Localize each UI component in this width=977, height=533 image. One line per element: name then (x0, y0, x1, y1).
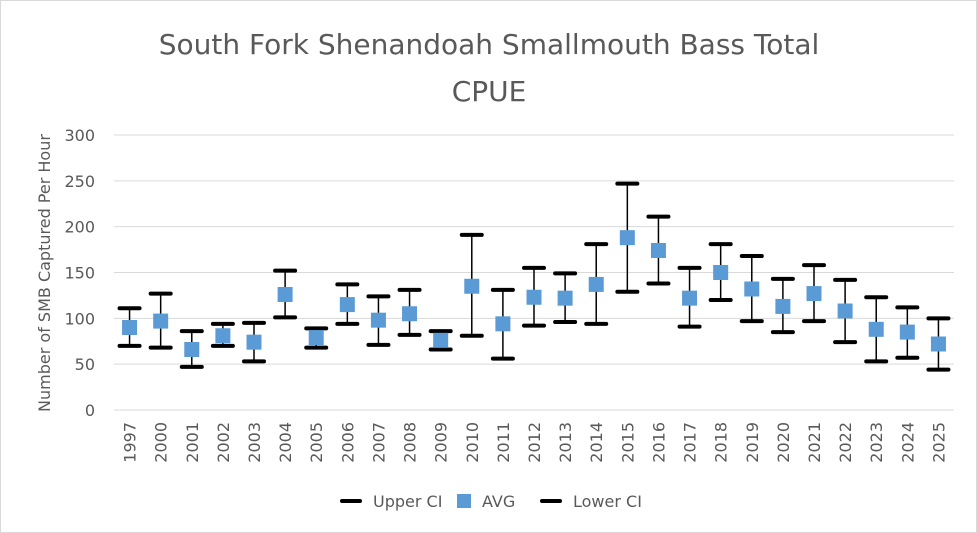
x-tick-label: 2021 (805, 422, 824, 463)
x-tick-label: 2012 (525, 422, 544, 463)
x-tick-label: 2003 (245, 422, 264, 463)
x-tick-label: 2019 (743, 422, 762, 463)
avg-point-2009 (433, 332, 449, 348)
x-tick-label: 2006 (338, 422, 357, 463)
avg-point-2000 (153, 313, 169, 329)
avg-point-2025 (930, 336, 946, 352)
avg-point-2014 (588, 276, 604, 292)
x-tick-label: 2000 (152, 422, 171, 463)
x-tick-label: 2001 (183, 422, 202, 463)
avg-point-2001 (184, 342, 200, 357)
x-tick-label: 2014 (587, 422, 606, 463)
x-tick-label: 2015 (618, 422, 637, 463)
data-points (122, 230, 946, 357)
x-tick-label: 2009 (432, 422, 451, 463)
x-tick-label: 2013 (556, 422, 575, 463)
avg-point-2021 (806, 286, 822, 302)
avg-point-2006 (339, 297, 355, 313)
avg-point-2017 (682, 290, 698, 306)
avg-point-2015 (619, 230, 635, 246)
avg-point-2020 (775, 298, 791, 314)
avg-point-2011 (495, 316, 511, 332)
y-axis-label: Number of SMB Captured Per Hour (35, 134, 54, 412)
y-tick-label: 50 (75, 355, 95, 374)
x-tick-label: 2004 (276, 422, 295, 463)
x-tick-label: 2002 (214, 422, 233, 463)
avg-point-2004 (277, 287, 293, 302)
x-tick-label: 2005 (307, 422, 326, 463)
y-tick-label: 300 (64, 126, 95, 145)
x-tick-label: 2010 (463, 422, 482, 463)
legend-label-avg: AVG (482, 492, 515, 511)
avg-point-2023 (868, 321, 884, 337)
x-tick-label: 2016 (649, 422, 668, 463)
y-tick-labels: 0 50 100 150 200 250 300 (64, 126, 95, 420)
x-tick-label: 2022 (836, 422, 855, 463)
legend-label-lower-ci: Lower CI (573, 492, 642, 511)
avg-point-2024 (899, 324, 915, 340)
avg-point-2013 (557, 290, 573, 306)
chart-title-line2: CPUE (452, 75, 527, 108)
y-tick-label: 150 (64, 264, 95, 283)
y-tick-label: 250 (64, 172, 95, 191)
x-tick-label: 2018 (712, 422, 731, 463)
avg-point-2005 (308, 330, 324, 346)
y-tick-label: 0 (85, 401, 95, 420)
avg-point-2019 (744, 281, 760, 297)
avg-point-2008 (402, 306, 418, 322)
x-tick-label: 2008 (401, 422, 420, 463)
avg-point-2012 (526, 289, 542, 305)
y-tick-label: 200 (64, 218, 95, 237)
x-tick-labels: 1997 2000 2001 2002 2003 2004 2005 2006 2007 2008… (121, 422, 949, 463)
x-tick-label: 2024 (898, 422, 917, 463)
avg-point-2016 (650, 243, 666, 258)
avg-point-2010 (464, 278, 480, 294)
error-bars (117, 181, 951, 372)
avg-point-2018 (713, 265, 729, 280)
avg-point-1997 (122, 320, 138, 335)
legend-marker-avg (457, 494, 471, 508)
x-tick-label: 2023 (867, 422, 886, 463)
avg-point-2002 (215, 328, 231, 344)
y-tick-label: 100 (64, 309, 95, 328)
avg-point-2022 (837, 303, 853, 319)
chart-title-line1: South Fork Shenandoah Smallmouth Bass To… (159, 28, 820, 61)
x-tick-label: 2017 (681, 422, 700, 463)
legend: Upper CI AVG Lower CI (340, 492, 642, 511)
legend-label-upper-ci: Upper CI (373, 492, 442, 511)
x-tick-label: 2007 (369, 422, 388, 463)
x-tick-label: 2025 (929, 422, 948, 463)
x-tick-label: 2011 (494, 422, 513, 463)
avg-point-2003 (246, 334, 262, 350)
x-tick-label: 2020 (774, 422, 793, 463)
x-tick-label: 1997 (121, 422, 140, 463)
avg-point-2007 (370, 312, 386, 328)
